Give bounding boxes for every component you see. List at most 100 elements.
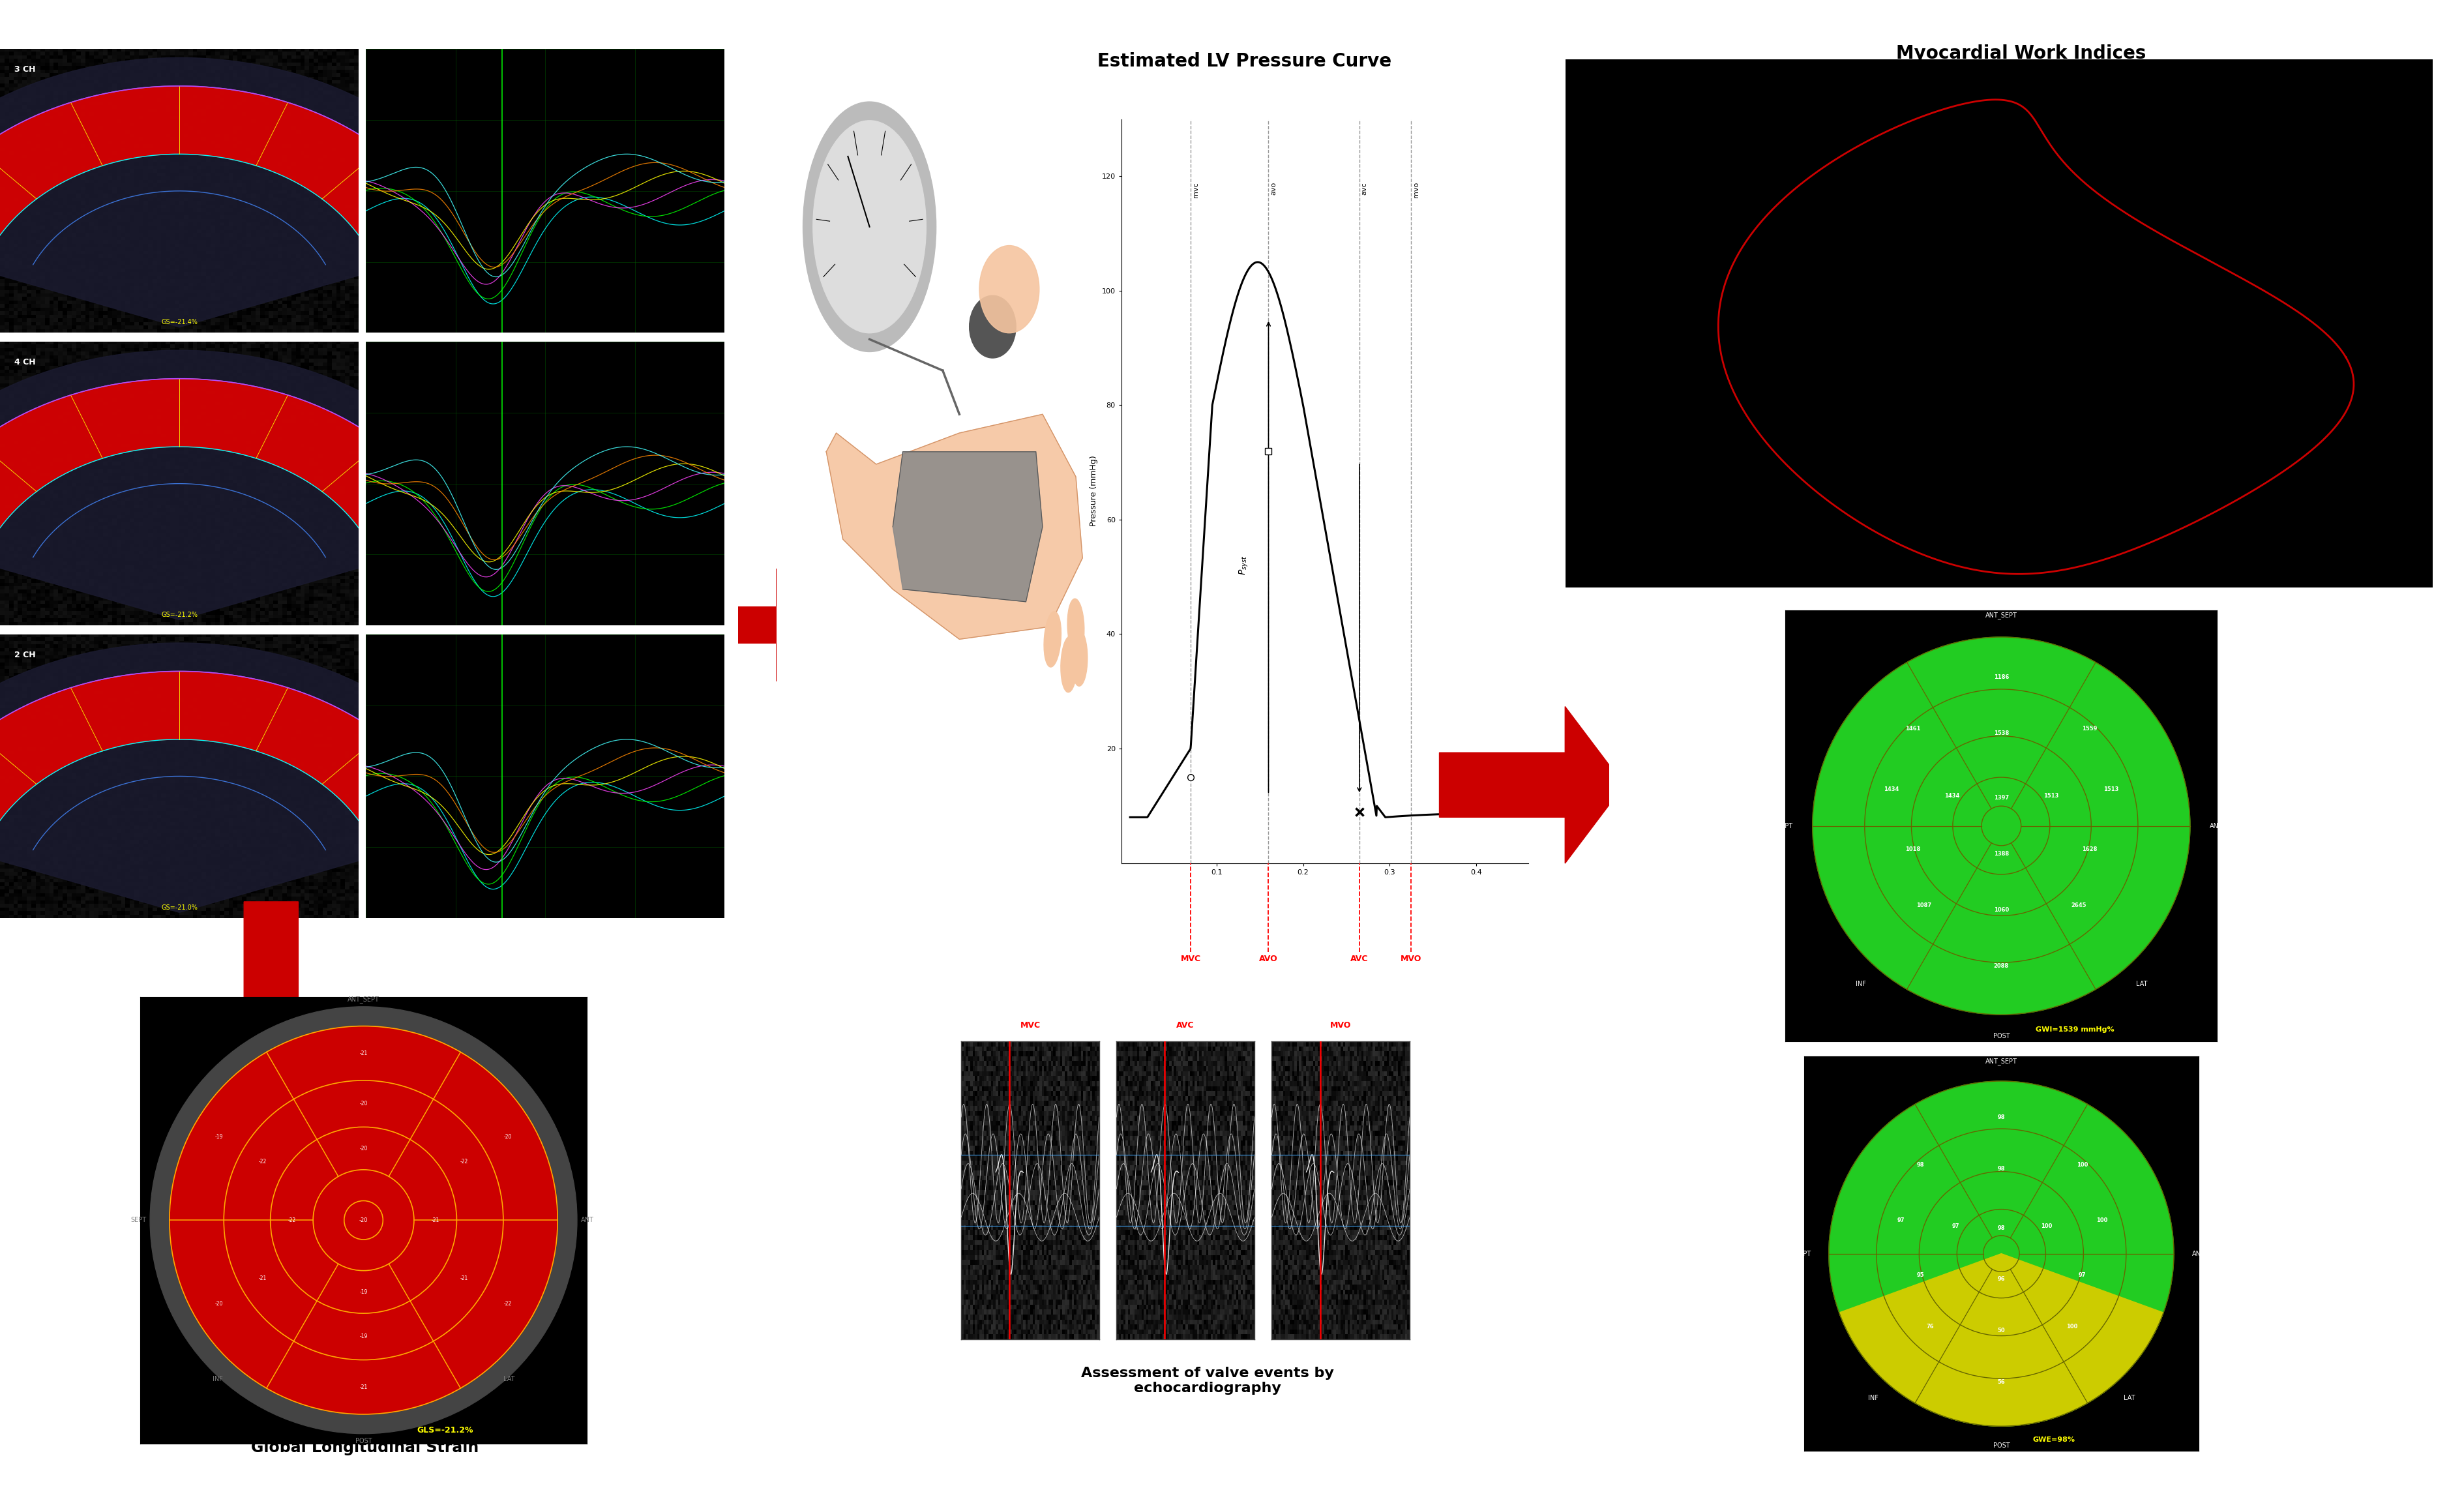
Text: 1461: 1461 xyxy=(1905,726,1919,732)
Text: 1434: 1434 xyxy=(1882,786,1897,792)
Text: SEPT: SEPT xyxy=(1794,1250,1811,1257)
Text: ANT: ANT xyxy=(582,1217,594,1223)
Text: -21: -21 xyxy=(360,1384,367,1390)
Text: 98: 98 xyxy=(1996,1115,2006,1120)
Text: ANT_SEPT: ANT_SEPT xyxy=(1986,612,2016,619)
Ellipse shape xyxy=(968,296,1015,359)
Polygon shape xyxy=(0,671,446,835)
Text: -20: -20 xyxy=(360,1217,367,1223)
Text: 98: 98 xyxy=(1996,1167,2006,1171)
Text: 1186: 1186 xyxy=(1993,674,2008,680)
Polygon shape xyxy=(0,350,500,620)
Text: ANT: ANT xyxy=(2210,823,2223,829)
Text: mvo: mvo xyxy=(1412,182,1419,198)
Text: -20: -20 xyxy=(214,1301,222,1306)
Text: -20: -20 xyxy=(360,1146,367,1152)
Text: GS=-21.4%: GS=-21.4% xyxy=(160,318,197,326)
Text: 4 CH: 4 CH xyxy=(15,359,34,366)
Text: GS=-21.2%: GS=-21.2% xyxy=(160,612,197,618)
Text: 1434: 1434 xyxy=(1944,793,1959,799)
Text: -20: -20 xyxy=(360,1101,367,1107)
Circle shape xyxy=(150,1007,577,1433)
Text: 98: 98 xyxy=(1917,1162,1924,1168)
Text: POST: POST xyxy=(355,1437,372,1443)
Text: -22: -22 xyxy=(461,1159,468,1165)
X-axis label: Strain (%): Strain (%) xyxy=(1981,604,2016,610)
FancyBboxPatch shape xyxy=(776,568,813,682)
Text: -22: -22 xyxy=(505,1301,513,1306)
Text: Assessment of valve events by
echocardiography: Assessment of valve events by echocardio… xyxy=(1082,1367,1333,1394)
Text: INF: INF xyxy=(212,1376,224,1382)
Text: 97: 97 xyxy=(2077,1272,2085,1278)
Text: POST: POST xyxy=(1993,1442,2008,1449)
Ellipse shape xyxy=(1060,637,1077,692)
Circle shape xyxy=(1799,625,2203,1027)
Text: mvc: mvc xyxy=(1193,182,1198,198)
Text: 97: 97 xyxy=(1951,1223,1959,1229)
Polygon shape xyxy=(0,378,446,542)
Text: avo: avo xyxy=(1269,182,1276,195)
Text: GLS=-21.2%: GLS=-21.2% xyxy=(416,1426,473,1434)
Circle shape xyxy=(1828,1082,2173,1426)
Circle shape xyxy=(1816,1070,2186,1437)
Text: 95: 95 xyxy=(1917,1272,1924,1278)
Text: -22: -22 xyxy=(288,1217,296,1223)
Circle shape xyxy=(803,101,936,351)
Text: -21: -21 xyxy=(360,1051,367,1056)
Polygon shape xyxy=(892,452,1042,601)
Text: 3 CH: 3 CH xyxy=(15,65,34,74)
Text: 1513: 1513 xyxy=(2104,786,2119,792)
Text: GWE=98%: GWE=98% xyxy=(2033,1436,2075,1443)
Polygon shape xyxy=(825,414,1082,640)
Text: 1087: 1087 xyxy=(1915,903,1932,909)
Text: GWI=1539 mmHg%: GWI=1539 mmHg% xyxy=(2035,1027,2114,1033)
Text: AVC: AVC xyxy=(1350,955,1368,963)
Text: INF: INF xyxy=(1855,981,1865,988)
Text: avc: avc xyxy=(1360,182,1368,195)
Text: 1559: 1559 xyxy=(2082,726,2097,732)
Text: 2088: 2088 xyxy=(1993,963,2008,969)
Text: POST: POST xyxy=(1993,1033,2008,1039)
Text: SEPT: SEPT xyxy=(131,1217,145,1223)
Text: 1388: 1388 xyxy=(1993,851,2008,857)
Text: AVO: AVO xyxy=(1259,955,1276,963)
Text: 100: 100 xyxy=(2094,1217,2107,1223)
Text: MVO: MVO xyxy=(1331,1021,1350,1030)
Text: 100: 100 xyxy=(2075,1162,2087,1168)
Text: -19: -19 xyxy=(360,1333,367,1339)
Text: MVO: MVO xyxy=(1400,955,1422,963)
Text: 1513: 1513 xyxy=(2043,793,2057,799)
Text: LAT: LAT xyxy=(503,1376,515,1382)
Y-axis label: Pressure (mmHg): Pressure (mmHg) xyxy=(1089,455,1099,527)
Circle shape xyxy=(1811,637,2190,1015)
Polygon shape xyxy=(1838,1253,2163,1426)
Circle shape xyxy=(170,1027,557,1414)
Text: -21: -21 xyxy=(431,1217,439,1223)
Text: Estimated LV Pressure Curve: Estimated LV Pressure Curve xyxy=(1096,52,1392,70)
Polygon shape xyxy=(0,86,446,248)
Text: LAT: LAT xyxy=(2136,981,2146,988)
Text: -21: -21 xyxy=(259,1275,266,1281)
FancyBboxPatch shape xyxy=(737,606,853,644)
Polygon shape xyxy=(0,58,500,327)
Ellipse shape xyxy=(1067,598,1084,655)
Text: $P_{syst}$: $P_{syst}$ xyxy=(1237,555,1249,576)
Text: 1538: 1538 xyxy=(1993,731,2008,737)
Text: AVC: AVC xyxy=(1175,1021,1195,1030)
Text: Myocardial Work Indices: Myocardial Work Indices xyxy=(1895,45,2146,62)
Ellipse shape xyxy=(1069,629,1087,686)
Text: 98: 98 xyxy=(1996,1225,2006,1231)
Text: 76: 76 xyxy=(1927,1324,1934,1329)
Text: -22: -22 xyxy=(259,1159,266,1165)
Text: MVC: MVC xyxy=(1180,955,1200,963)
Text: MVC: MVC xyxy=(1020,1021,1040,1030)
Text: 2 CH: 2 CH xyxy=(15,650,34,659)
Text: LAT: LAT xyxy=(2124,1394,2134,1402)
Text: ANT_SEPT: ANT_SEPT xyxy=(1986,1058,2016,1065)
Text: Global Longitudinal Strain: Global Longitudinal Strain xyxy=(251,1439,478,1455)
Text: -21: -21 xyxy=(461,1275,468,1281)
Text: GS=-21.0%: GS=-21.0% xyxy=(160,905,197,911)
Text: 1018: 1018 xyxy=(1905,847,1919,853)
Ellipse shape xyxy=(1045,612,1062,667)
Ellipse shape xyxy=(978,246,1040,333)
